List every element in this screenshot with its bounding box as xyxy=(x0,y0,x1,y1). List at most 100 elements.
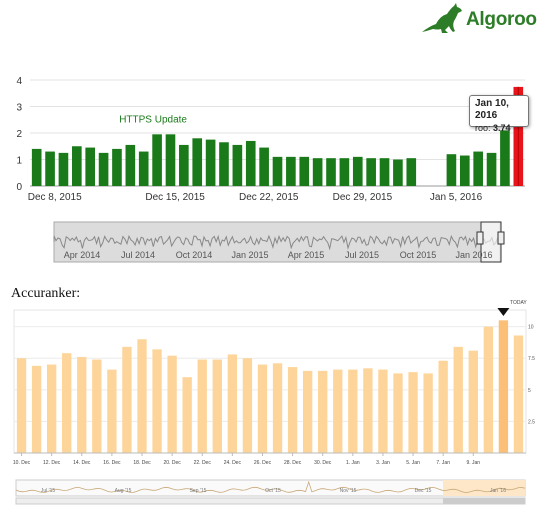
navigator-label: Aug '15 xyxy=(115,488,132,494)
x-tick-label: 1. Jan xyxy=(346,460,360,466)
y-tick-label: 2 xyxy=(16,129,22,140)
bar xyxy=(232,144,243,186)
x-tick-label: 24. Dec xyxy=(224,460,242,466)
x-tick-label: 9. Jan xyxy=(466,460,480,466)
scrollbar-thumb xyxy=(443,498,525,504)
bar xyxy=(348,369,358,453)
bar xyxy=(58,152,69,186)
navigator-label: Jul 2015 xyxy=(345,250,379,260)
today-label: TODAY xyxy=(510,300,527,306)
plot-frame xyxy=(13,309,527,454)
kangaroo-logo-icon xyxy=(422,3,462,33)
x-tick-label: 22. Dec xyxy=(194,460,212,466)
bar xyxy=(45,151,55,186)
bar xyxy=(500,130,510,186)
navigator-label: Oct 2015 xyxy=(400,250,437,260)
x-tick-label: 3. Jan xyxy=(376,460,390,466)
bar xyxy=(378,369,388,453)
bar xyxy=(98,152,109,186)
bar xyxy=(299,156,310,186)
bar xyxy=(302,370,313,453)
bar xyxy=(112,148,122,186)
x-tick-label: 30. Dec xyxy=(314,460,332,466)
bar xyxy=(339,158,350,186)
navigator-series xyxy=(15,480,526,493)
navigator-label: Apr 2015 xyxy=(288,250,325,260)
bar xyxy=(312,158,323,186)
bar xyxy=(393,159,403,186)
y-tick-label: 4 xyxy=(16,76,22,87)
bar xyxy=(77,356,87,453)
y-tick-label: 5 xyxy=(528,388,531,394)
today-marker-icon xyxy=(497,308,510,316)
bar xyxy=(393,373,403,453)
bar xyxy=(272,363,283,453)
x-tick-label: Dec 8, 2015 xyxy=(28,192,82,203)
y-tick-label: 7.5 xyxy=(528,356,535,362)
x-tick-label: 14. Dec xyxy=(73,460,91,466)
bar xyxy=(72,146,82,186)
accuranker-title: Accuranker: xyxy=(11,286,81,301)
x-tick-label: Dec 15, 2015 xyxy=(145,192,205,203)
navigator-handle-right xyxy=(497,231,505,245)
bar xyxy=(152,134,162,186)
y-tick-label: 10 xyxy=(528,325,534,331)
bar xyxy=(287,367,298,453)
bar xyxy=(197,359,207,453)
navigator-label: Oct '15 xyxy=(265,488,281,494)
bar xyxy=(483,326,494,453)
x-tick-label: Jan 5, 2016 xyxy=(430,192,483,203)
bar xyxy=(31,365,42,453)
navigator-window xyxy=(443,480,525,496)
bar xyxy=(125,144,136,186)
bar xyxy=(212,359,222,453)
navigator-label: Jan '16 xyxy=(490,488,506,494)
bar xyxy=(92,359,102,453)
brand-name: Algoroo xyxy=(466,9,537,30)
x-tick-label: 7. Jan xyxy=(436,460,450,466)
algoroo-chart: 0 1 2 3 4 Dec 8, 2015 Dec 15, 2015 Dec 22, 2015… xyxy=(16,76,525,263)
navigator-label: Jul '15 xyxy=(41,488,56,494)
bar xyxy=(219,142,229,186)
navigator-label: Dec '15 xyxy=(415,488,432,494)
x-tick-label: 12. Dec xyxy=(43,460,61,466)
bar xyxy=(182,377,192,453)
bar xyxy=(473,151,483,186)
navigator-label: Jan 2016 xyxy=(455,250,492,260)
x-tick-label: 26. Dec xyxy=(254,460,272,466)
accuranker-chart: 2.5 5 7.5 10 10. Dec 12. Dec 14. Dec 16. Dec 18.… xyxy=(13,308,535,505)
x-tick-label: 10. Dec xyxy=(13,460,31,466)
y-tick-label: 2.5 xyxy=(528,419,535,425)
bar xyxy=(138,151,149,186)
bar xyxy=(46,364,57,453)
bar xyxy=(167,355,177,453)
y-tick-label: 3 xyxy=(16,103,22,114)
navigator-label: Jan 2015 xyxy=(231,250,268,260)
bar xyxy=(459,155,470,186)
x-tick-label: 5. Jan xyxy=(406,460,420,466)
annotation-label: HTTPS Update xyxy=(119,114,187,125)
bar xyxy=(192,138,203,186)
bar xyxy=(363,368,373,453)
bar xyxy=(486,152,497,186)
bar xyxy=(165,134,176,186)
bar xyxy=(205,139,216,186)
x-tick-label: 28. Dec xyxy=(284,460,302,466)
bar xyxy=(366,158,376,186)
bar xyxy=(352,156,363,186)
x-tick-label: Dec 22, 2015 xyxy=(239,192,299,203)
navigator-label: Nov '15 xyxy=(340,488,357,494)
bar xyxy=(137,339,147,453)
bar xyxy=(242,358,253,453)
chart-tooltip: Jan 10, 2016 roo: 3.74 xyxy=(469,95,529,133)
tooltip-value: 3.74 xyxy=(493,123,511,133)
navigator-label: Jul 2014 xyxy=(121,250,155,260)
bar xyxy=(408,372,418,453)
x-tick-label: 18. Dec xyxy=(133,460,151,466)
bar xyxy=(286,156,296,186)
bar xyxy=(468,350,478,453)
bar xyxy=(438,360,448,453)
bar xyxy=(406,158,417,186)
navigator-handle-left xyxy=(476,231,484,245)
navigator-series xyxy=(53,234,501,251)
